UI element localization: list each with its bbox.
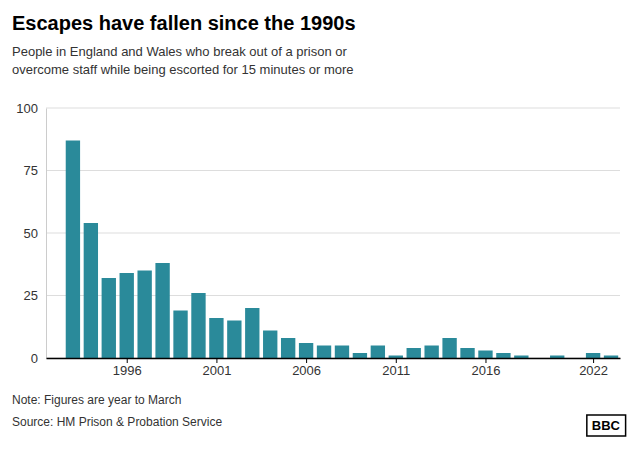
bar [389, 356, 403, 359]
bar [120, 273, 134, 358]
bar [353, 353, 367, 358]
bar [514, 356, 528, 359]
bar [496, 353, 510, 358]
grid-line [46, 233, 620, 234]
chart: Escapes have fallen since the 1990s Peopl… [0, 0, 640, 450]
bar [84, 223, 98, 358]
bar [424, 346, 438, 359]
x-axis-line [47, 358, 621, 360]
bar [209, 318, 223, 358]
x-tick: 2001 [202, 358, 231, 378]
y-tick: 75 [24, 163, 46, 178]
x-tick: 2006 [292, 358, 321, 378]
x-tick: 2022 [579, 358, 608, 378]
bar [407, 348, 421, 358]
bar [586, 353, 600, 358]
grid-line [46, 170, 620, 171]
bar [317, 346, 331, 359]
x-tick: 1996 [113, 358, 142, 378]
logo: BBC [587, 415, 626, 436]
y-tick-label: 100 [16, 101, 38, 116]
subtitle-line: People in England and Wales who break ou… [12, 44, 348, 59]
subtitle-line: overcome staff while being escorted for … [12, 62, 354, 77]
x-tick-label: 1996 [113, 363, 142, 378]
y-tick: 25 [24, 288, 46, 303]
plot: 0 25 50 75 100 1996 2001 2006 2011 2016 2022 [16, 101, 620, 379]
bar [335, 346, 349, 359]
y-tick: 50 [24, 226, 46, 241]
bar [442, 338, 456, 358]
bars [66, 141, 618, 359]
x-tick: 2016 [472, 358, 501, 378]
bar [173, 311, 187, 359]
x-tick-label: 2001 [202, 363, 231, 378]
footnote: Source: HM Prison & Probation Service [12, 415, 222, 429]
bar [137, 271, 151, 359]
y-tick-label: 50 [24, 226, 38, 241]
bar [227, 321, 241, 359]
y-tick-label: 25 [24, 288, 38, 303]
footnote: Note: Figures are year to March [12, 393, 181, 407]
bar [478, 351, 492, 359]
bar [263, 331, 277, 359]
y-tick: 100 [16, 101, 46, 116]
bar [66, 141, 80, 359]
bar [102, 278, 116, 358]
x-tick-label: 2016 [472, 363, 501, 378]
bar [371, 346, 385, 359]
y-tick-label: 0 [31, 351, 38, 366]
logo-text: BBC [592, 418, 621, 433]
x-tick: 2011 [382, 358, 410, 378]
bar [155, 263, 169, 358]
subtitle: People in England and Wales who break ou… [12, 44, 354, 77]
x-tick-label: 2006 [292, 363, 321, 378]
bar [191, 293, 205, 358]
bar [299, 343, 313, 358]
title: Escapes have fallen since the 1990s [12, 12, 356, 34]
x-axis: 1996 2001 2006 2011 2016 2022 [47, 358, 621, 378]
y-tick-label: 75 [24, 163, 38, 178]
x-tick-label: 2011 [382, 363, 410, 378]
logo-box [587, 415, 626, 436]
bar [245, 308, 259, 358]
grid [46, 108, 620, 358]
bar [460, 348, 474, 358]
grid-line [46, 108, 620, 109]
bar [550, 356, 564, 359]
y-axis-line [46, 109, 47, 359]
bar [281, 338, 295, 358]
x-tick-label: 2022 [579, 363, 608, 378]
y-tick: 0 [31, 351, 46, 366]
bar [604, 356, 618, 359]
y-axis: 0 25 50 75 100 [16, 101, 46, 366]
